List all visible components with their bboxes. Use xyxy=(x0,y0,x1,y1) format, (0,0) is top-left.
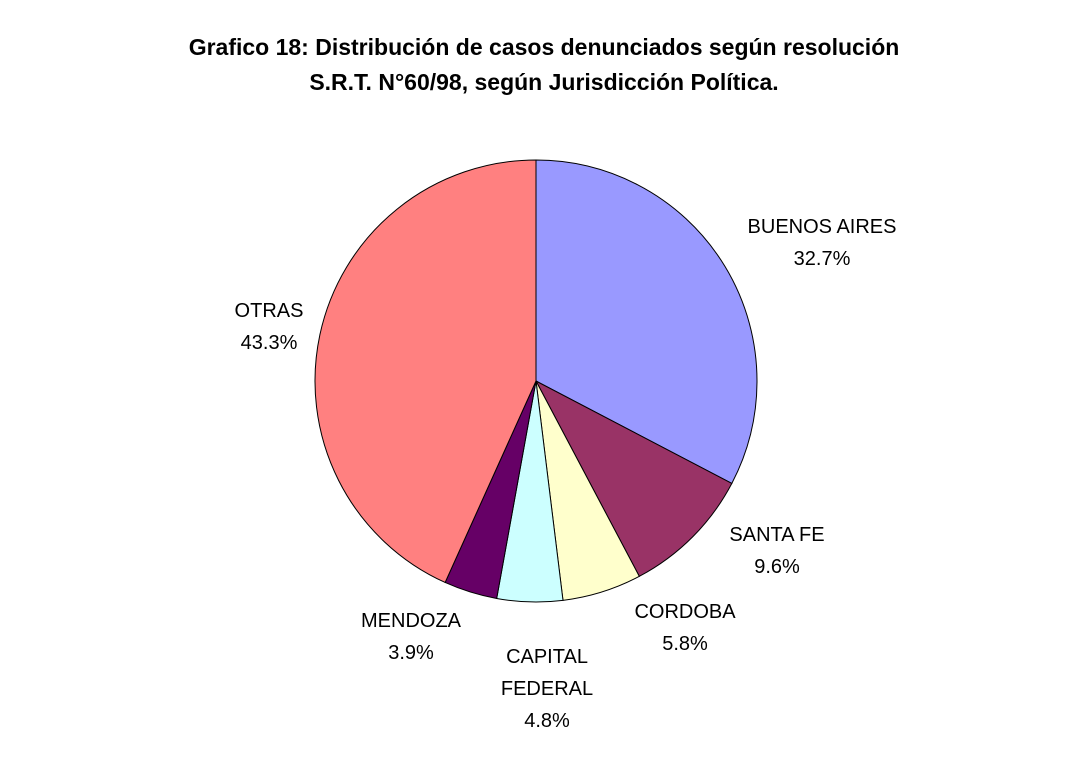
slice-value-label: 3.9% xyxy=(388,642,434,664)
slice-value-label: 4.8% xyxy=(524,710,570,732)
slice-name-label: BUENOS AIRES xyxy=(748,216,897,238)
pie-slice-buenos-aires xyxy=(535,159,758,485)
pie-slice-santa-fe xyxy=(534,379,733,578)
slice-name-label: OTRAS xyxy=(235,300,304,322)
slice-value-label: 43.3% xyxy=(241,332,298,354)
chart-title-line-2: S.R.T. N°60/98, según Jurisdicción Polít… xyxy=(309,69,779,95)
slice-name-label: CORDOBA xyxy=(634,601,736,623)
slice-value-label: 32.7% xyxy=(794,248,851,270)
slice-name-label: MENDOZA xyxy=(361,610,462,632)
slice-label-capital-federal: CAPITAL FEDERAL 4.8% xyxy=(501,646,593,732)
slice-label-mendoza: MENDOZA 3.9% xyxy=(361,610,462,664)
pie-slices xyxy=(314,159,758,603)
slice-label-santa-fe: SANTA FE 9.6% xyxy=(729,524,824,578)
slice-name-label: FEDERAL xyxy=(501,678,593,700)
slice-value-label: 9.6% xyxy=(754,556,800,578)
chart-title: Grafico 18: Distribución de casos denunc… xyxy=(0,30,1088,100)
slice-name-label: CAPITAL xyxy=(506,646,588,668)
pie-labels: BUENOS AIRES 32.7% SANTA FE 9.6% CORDOBA 5.8%… xyxy=(235,216,897,732)
slice-name-label: SANTA FE xyxy=(729,524,824,546)
slice-label-buenos-aires: BUENOS AIRES 32.7% xyxy=(748,216,897,270)
chart-title-line-1: Grafico 18: Distribución de casos denunc… xyxy=(188,34,900,60)
slice-value-label: 5.8% xyxy=(662,633,708,655)
slice-label-otras: OTRAS 43.3% xyxy=(235,300,304,354)
slice-label-cordoba: CORDOBA 5.8% xyxy=(634,601,736,655)
pie-slice-otras xyxy=(314,159,537,584)
